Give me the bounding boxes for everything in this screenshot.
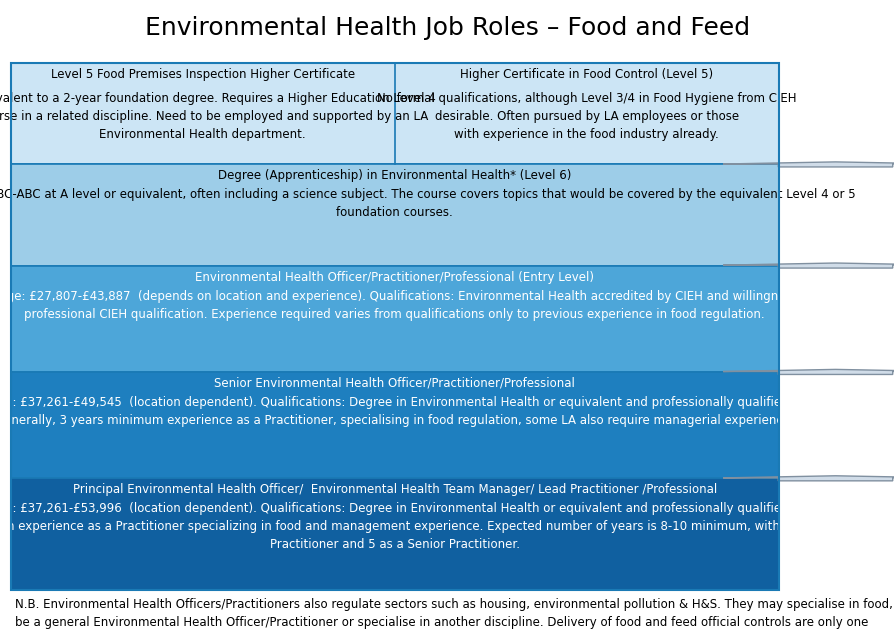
Text: Salary range: £37,261-£49,545  (location dependent). Qualifications: Degree in E: Salary range: £37,261-£49,545 (location … — [0, 396, 852, 427]
Polygon shape — [722, 263, 894, 268]
Text: Salary range: £27,807-£43,887  (depends on location and experience). Qualificati: Salary range: £27,807-£43,887 (depends o… — [0, 289, 842, 320]
Text: Level 5 Food Premises Inspection Higher Certificate: Level 5 Food Premises Inspection Higher … — [51, 68, 354, 82]
Text: Environmental Health Officer/Practitioner/Professional (Entry Level): Environmental Health Officer/Practitione… — [195, 270, 594, 284]
Text: Salary range: £37,261-£53,996  (location dependent). Qualifications: Degree in E: Salary range: £37,261-£53,996 (location … — [0, 503, 866, 551]
Bar — [11, 479, 778, 590]
Bar — [11, 372, 778, 479]
Bar — [11, 265, 778, 372]
Text: Requires BBC-ABC at A level or equivalent, often including a science subject. Th: Requires BBC-ABC at A level or equivalen… — [0, 189, 855, 220]
Text: N.B. Environmental Health Officers/Practitioners also regulate sectors such as h: N.B. Environmental Health Officers/Pract… — [15, 598, 892, 633]
Text: Senior Environmental Health Officer/Practitioner/Professional: Senior Environmental Health Officer/Prac… — [214, 377, 575, 390]
Text: Principal Environmental Health Officer/  Environmental Health Team Manager/ Lead: Principal Environmental Health Officer/ … — [72, 484, 716, 496]
Bar — [11, 63, 778, 590]
Polygon shape — [722, 476, 894, 481]
Text: Higher Certificate in Food Control (Level 5): Higher Certificate in Food Control (Leve… — [460, 68, 713, 82]
Text: Degree (Apprenticeship) in Environmental Health* (Level 6): Degree (Apprenticeship) in Environmental… — [218, 170, 570, 182]
Text: Equivalent to a 2-year foundation degree. Requires a Higher Education Level 4
co: Equivalent to a 2-year foundation degree… — [0, 92, 435, 141]
Text: No formal qualifications, although Level 3/4 in Food Hygiene from CIEH
desirable: No formal qualifications, although Level… — [376, 92, 796, 141]
Polygon shape — [722, 162, 894, 167]
Text: Environmental Health Job Roles – Food and Feed: Environmental Health Job Roles – Food an… — [145, 16, 749, 41]
Bar — [11, 63, 778, 165]
Bar — [11, 165, 778, 265]
Polygon shape — [722, 370, 894, 375]
